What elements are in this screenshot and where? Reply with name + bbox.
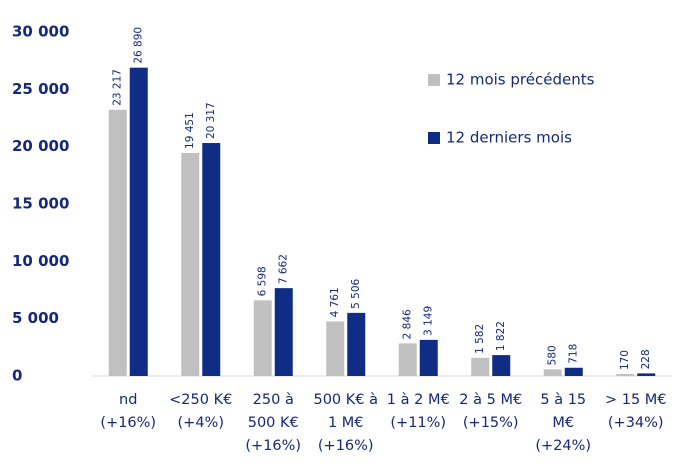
value-label: 3 149 [423, 306, 435, 336]
bar [471, 357, 490, 376]
x-tick-label: (+24%) [535, 438, 591, 454]
x-tick-label: (+4%) [178, 415, 224, 431]
bar [202, 143, 221, 376]
x-tick-label: (+15%) [463, 415, 519, 431]
value-label: 5 506 [350, 278, 362, 308]
value-label: 580 [547, 345, 559, 365]
value-label: 1 822 [495, 321, 507, 351]
value-label: 23 217 [112, 69, 124, 106]
bar [347, 312, 366, 376]
x-tick-label: (+11%) [390, 415, 446, 431]
bar [492, 355, 511, 376]
x-tick-label: (+16%) [245, 438, 301, 454]
y-tick-label: 15 000 [12, 195, 69, 213]
legend-label: 12 mois précédents [446, 71, 595, 89]
value-label: 19 451 [184, 112, 196, 149]
legend-swatch [428, 132, 440, 144]
bar [108, 109, 127, 377]
legend-label: 12 derniers mois [446, 129, 572, 147]
x-tick-label: 500 K€ à [313, 392, 378, 408]
bar [637, 373, 656, 376]
bar [543, 369, 562, 376]
x-tick-label: (+16%) [100, 415, 156, 431]
x-tick-label: <250 K€ [169, 392, 232, 408]
y-tick-label: 25 000 [12, 80, 69, 98]
x-tick-label: 1 M€ [328, 415, 364, 431]
bar [253, 300, 272, 376]
value-label: 718 [568, 344, 580, 364]
y-tick-label: 20 000 [12, 137, 69, 155]
x-tick-label: (+34%) [608, 415, 664, 431]
x-tick-label: M€ [552, 415, 574, 431]
x-tick-label: nd [119, 392, 137, 408]
x-tick-label: 500 K€ [248, 415, 299, 431]
value-label: 170 [619, 350, 631, 370]
x-tick-label: 250 à [253, 392, 294, 408]
value-label: 7 662 [278, 254, 290, 284]
legend-swatch [428, 74, 440, 86]
bar [181, 152, 200, 376]
bar [616, 374, 635, 376]
y-tick-label: 0 [12, 367, 22, 385]
x-tick-label: 2 à 5 M€ [459, 392, 522, 408]
value-label: 20 317 [205, 102, 217, 139]
bar [564, 367, 583, 376]
bar [326, 321, 345, 376]
value-label: 2 846 [402, 309, 414, 339]
y-tick-label: 5 000 [12, 309, 59, 327]
bar [419, 339, 438, 376]
x-tick-label: (+16%) [318, 438, 374, 454]
bar [129, 67, 148, 377]
value-label: 1 582 [474, 324, 486, 354]
value-label: 228 [640, 349, 652, 369]
bar [274, 288, 293, 376]
x-tick-label: 5 à 15 [540, 392, 586, 408]
x-tick-label: 1 à 2 M€ [387, 392, 450, 408]
value-label: 26 890 [133, 27, 145, 64]
y-tick-label: 30 000 [12, 23, 69, 41]
value-label: 6 598 [257, 266, 269, 296]
y-tick-label: 10 000 [12, 252, 69, 270]
x-tick-label: > 15 M€ [605, 392, 667, 408]
bar [398, 343, 417, 376]
value-label: 4 761 [329, 287, 341, 317]
